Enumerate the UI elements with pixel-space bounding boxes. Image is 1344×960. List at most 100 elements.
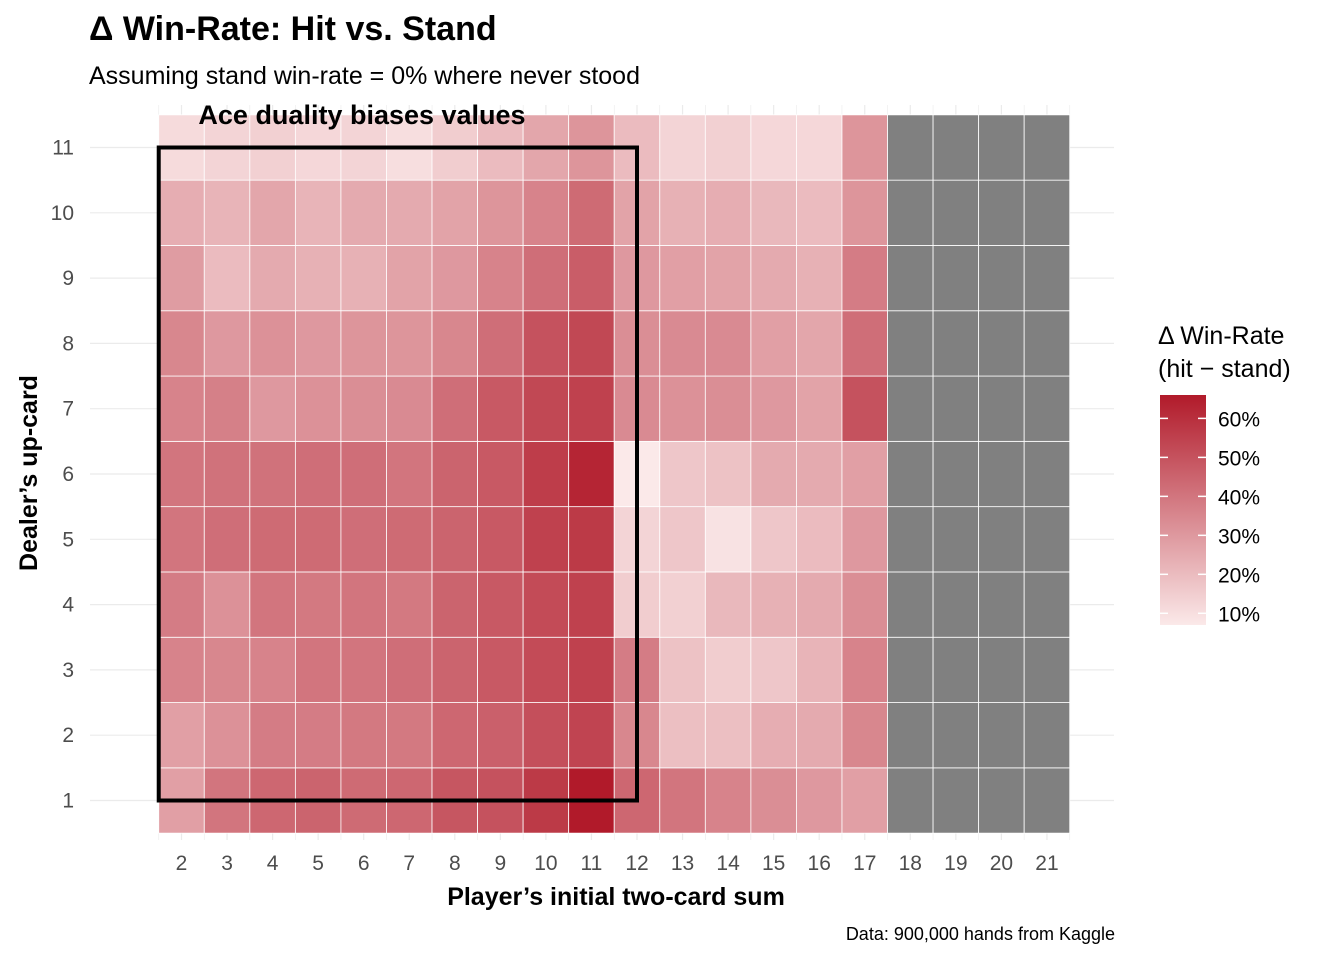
heatmap-tile bbox=[1023, 114, 1071, 181]
legend-label: 50% bbox=[1218, 447, 1260, 470]
heatmap-tile bbox=[568, 310, 615, 377]
heatmap-tile bbox=[431, 179, 478, 246]
heatmap-tile bbox=[887, 636, 934, 703]
heatmap-tile bbox=[294, 179, 342, 246]
heatmap-tile bbox=[203, 310, 251, 377]
heatmap-tile bbox=[386, 179, 433, 246]
heatmap-tile bbox=[978, 702, 1025, 769]
x-tick-label: 15 bbox=[762, 852, 785, 875]
heatmap-tile bbox=[704, 506, 752, 573]
heatmap-tile bbox=[704, 440, 752, 508]
heatmap-tile bbox=[932, 310, 980, 377]
heatmap-tile bbox=[158, 506, 205, 573]
heatmap-tile bbox=[841, 440, 888, 508]
heatmap-tile bbox=[431, 375, 478, 442]
heatmap-tile bbox=[294, 506, 342, 573]
heatmap-tile bbox=[887, 114, 934, 181]
heatmap-tile bbox=[978, 571, 1025, 638]
heatmap-tile bbox=[203, 179, 251, 246]
heatmap-tile bbox=[978, 310, 1025, 377]
heatmap-tile bbox=[386, 375, 433, 442]
heatmap-tile bbox=[1023, 571, 1071, 638]
heatmap-tile bbox=[431, 506, 478, 573]
heatmap-tile bbox=[340, 375, 387, 442]
heatmap-tile bbox=[887, 310, 934, 377]
heatmap-tile bbox=[340, 245, 387, 312]
heatmap-tile bbox=[568, 179, 615, 246]
heatmap-tile bbox=[386, 310, 433, 377]
heatmap-tile bbox=[158, 310, 205, 377]
y-tick-label: 11 bbox=[52, 137, 74, 160]
heatmap-tile bbox=[704, 767, 752, 834]
heatmap-tile bbox=[796, 245, 843, 312]
heatmap-tile bbox=[386, 506, 433, 573]
y-tick-label: 6 bbox=[62, 463, 74, 486]
heatmap-tile bbox=[249, 245, 296, 312]
heatmap-tile bbox=[203, 245, 251, 312]
heatmap-tile bbox=[477, 245, 524, 312]
heatmap-tile bbox=[568, 245, 615, 312]
legend-label: 60% bbox=[1218, 408, 1260, 431]
heatmap-tile bbox=[796, 440, 843, 508]
x-tick-label: 7 bbox=[403, 852, 415, 875]
heatmap-tile bbox=[796, 310, 843, 377]
heatmap-tile bbox=[294, 636, 342, 703]
heatmap-tile bbox=[340, 571, 387, 638]
heatmap-tile bbox=[659, 375, 706, 442]
heatmap-tile bbox=[704, 245, 752, 312]
heatmap-tile bbox=[203, 506, 251, 573]
heatmap-tile bbox=[158, 375, 205, 442]
heatmap-tile bbox=[340, 179, 387, 246]
heatmap-tile bbox=[568, 440, 615, 508]
heatmap-tile bbox=[796, 702, 843, 769]
x-tick-label: 20 bbox=[990, 852, 1013, 875]
heatmap-tile bbox=[249, 310, 296, 377]
chart-subtitle: Assuming stand win-rate = 0% where never… bbox=[89, 62, 640, 90]
annotation-box bbox=[156, 145, 639, 803]
heatmap-tile bbox=[704, 702, 752, 769]
heatmap-tile bbox=[249, 571, 296, 638]
heatmap-tile bbox=[1023, 310, 1071, 377]
heatmap-tile bbox=[1023, 767, 1071, 834]
heatmap-tile bbox=[659, 245, 706, 312]
heatmap-tile bbox=[841, 245, 888, 312]
heatmap-tile bbox=[1023, 245, 1071, 312]
heatmap-tile bbox=[431, 636, 478, 703]
heatmap-tile bbox=[750, 179, 797, 246]
heatmap-tile bbox=[1023, 440, 1071, 508]
chart-caption: Data: 900,000 hands from Kaggle bbox=[845, 924, 1115, 944]
heatmap-tile bbox=[841, 506, 888, 573]
heatmap-tile bbox=[659, 702, 706, 769]
y-tick-label: 7 bbox=[62, 398, 74, 421]
heatmap-tile bbox=[887, 375, 934, 442]
heatmap-tile bbox=[522, 506, 570, 573]
heatmap-tile bbox=[796, 767, 843, 834]
heatmap-tile bbox=[978, 506, 1025, 573]
heatmap-tile bbox=[750, 767, 797, 834]
heatmap-tile bbox=[568, 702, 615, 769]
y-axis-label: Dealer’s up-card bbox=[15, 375, 43, 571]
legend-label: 10% bbox=[1218, 603, 1260, 626]
heatmap-tile bbox=[796, 179, 843, 246]
heatmap-tile bbox=[704, 310, 752, 377]
heatmap-tile bbox=[431, 440, 478, 508]
x-axis-label: Player’s initial two-card sum bbox=[447, 883, 785, 911]
x-tick-label: 11 bbox=[581, 852, 603, 875]
heatmap-tile bbox=[659, 114, 706, 181]
heatmap-tile bbox=[796, 375, 843, 442]
heatmap-tile bbox=[704, 179, 752, 246]
heatmap-tile bbox=[431, 571, 478, 638]
x-tick-label: 16 bbox=[808, 852, 831, 875]
heatmap-tile bbox=[659, 767, 706, 834]
heatmap-tile bbox=[887, 506, 934, 573]
heatmap-tile bbox=[340, 636, 387, 703]
heatmap-tile bbox=[477, 506, 524, 573]
heatmap-tile bbox=[932, 440, 980, 508]
heatmap-tile bbox=[796, 506, 843, 573]
heatmap-tile bbox=[1023, 636, 1071, 703]
x-tick-label: 14 bbox=[716, 852, 740, 875]
heatmap-tile bbox=[522, 245, 570, 312]
heatmap-tile bbox=[841, 179, 888, 246]
heatmap-tile bbox=[932, 702, 980, 769]
